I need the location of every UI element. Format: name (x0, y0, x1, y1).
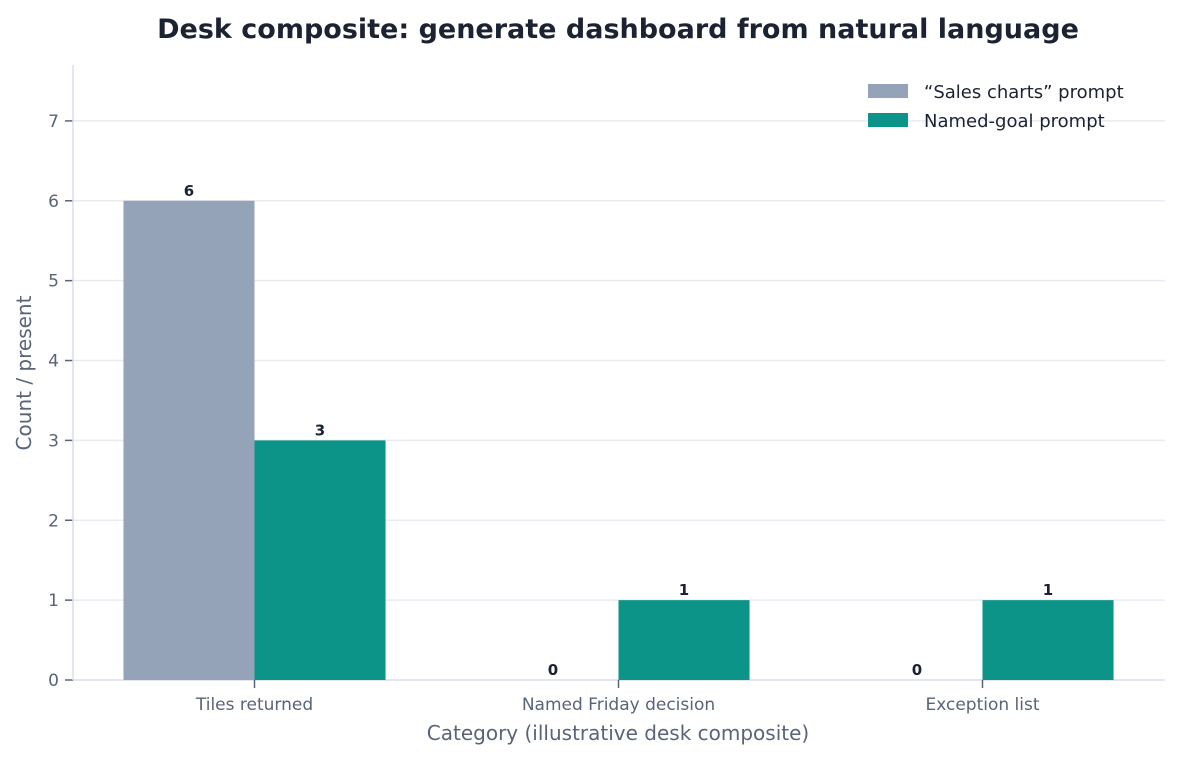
y-axis-label: Count / present (12, 295, 36, 450)
y-tick-label: 3 (48, 431, 59, 451)
x-tick-label: Tiles returned (195, 695, 313, 715)
bar-value-label: 1 (1043, 581, 1053, 599)
bar (618, 600, 750, 680)
chart-title: Desk composite: generate dashboard from … (157, 14, 1079, 45)
bar-value-label: 3 (315, 421, 325, 439)
bar-value-label: 0 (548, 661, 558, 679)
bar (982, 600, 1114, 680)
bar (254, 440, 386, 680)
y-tick-label: 7 (48, 112, 59, 132)
legend-entry: Named-goal prompt (924, 111, 1105, 132)
bar-value-label: 0 (912, 661, 922, 679)
bar-value-label: 1 (679, 581, 689, 599)
legend: “Sales charts” prompt Named-goal prompt (868, 82, 1124, 132)
y-tick-label: 5 (48, 272, 59, 292)
bars (123, 200, 1114, 680)
y-tick-label: 6 (48, 192, 59, 212)
legend-swatch (868, 84, 908, 98)
y-tick-label: 0 (48, 671, 59, 691)
y-tick-label: 4 (48, 352, 59, 372)
x-axis-label: Category (illustrative desk composite) (427, 721, 809, 745)
y-tick-label: 2 (48, 511, 59, 531)
data-labels: 6 3 0 1 0 1 (184, 182, 1053, 679)
bar-value-label: 6 (184, 182, 194, 200)
x-tick-label: Exception list (925, 695, 1039, 715)
bar (123, 200, 255, 680)
legend-swatch (868, 113, 908, 127)
tick-labels: 0 1 2 3 4 5 6 7 Tiles returned Named Friday decis… (48, 112, 1040, 715)
legend-entry: “Sales charts” prompt (924, 82, 1124, 103)
y-tick-label: 1 (48, 591, 59, 611)
x-tick-label: Named Friday decision (522, 695, 715, 715)
